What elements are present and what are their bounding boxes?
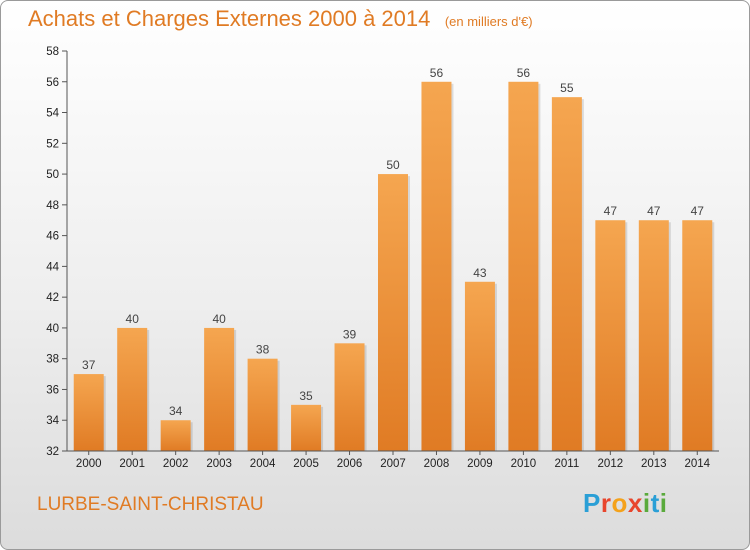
bar-value-label: 43 <box>473 266 487 280</box>
logo-letter: x <box>627 488 643 518</box>
y-tick-label: 32 <box>46 446 59 458</box>
bar-value-label: 47 <box>604 204 618 218</box>
y-tick-label: 50 <box>46 169 59 181</box>
bar-2003 <box>204 327 235 451</box>
x-tick-label: 2013 <box>641 458 667 470</box>
chart-subtitle: (en milliers d'€) <box>444 14 533 29</box>
x-tick-label: 2011 <box>554 458 579 470</box>
x-tick-label: 2004 <box>250 458 276 470</box>
bar-value-label: 47 <box>647 204 661 218</box>
y-tick-label: 52 <box>46 138 59 150</box>
bar-2006 <box>334 343 365 451</box>
y-tick-label: 34 <box>46 415 59 427</box>
y-tick-label: 44 <box>46 261 59 273</box>
bar-value-label: 56 <box>430 66 444 80</box>
y-tick-label: 54 <box>46 108 59 120</box>
x-tick-label: 2012 <box>598 458 624 470</box>
y-tick-label: 56 <box>46 77 59 89</box>
logo-letter: i <box>659 488 668 518</box>
logo-letter: r <box>600 488 612 518</box>
x-tick-label: 2001 <box>119 458 145 470</box>
bar-value-label: 34 <box>169 404 183 418</box>
commune-name: LURBE-SAINT-CHRISTAU <box>37 494 264 515</box>
chart-title: Achats et Charges Externes 2000 à 2014 <box>28 6 431 31</box>
bar-value-label: 37 <box>82 358 96 372</box>
chart-title-block: Achats et Charges Externes 2000 à 2014 (… <box>28 6 533 32</box>
bar-value-label: 39 <box>343 327 357 341</box>
y-tick-label: 46 <box>46 231 59 243</box>
bar-2014 <box>682 220 713 451</box>
bars-group: 37 40 34 40 38 35 39 50 56 43 56 55 47 47 47 <box>73 66 715 452</box>
y-tick-label: 48 <box>46 200 59 212</box>
proxiti-logo: Proxiti <box>583 488 667 519</box>
y-tick-label: 58 <box>46 46 59 58</box>
bar-value-label: 40 <box>126 312 140 326</box>
x-tick-label: 2000 <box>76 458 102 470</box>
bar-2004 <box>247 358 278 451</box>
logo-letter: P <box>583 488 601 518</box>
bar-2002 <box>160 420 191 451</box>
bar-value-label: 56 <box>517 66 531 80</box>
x-tick-label: 2008 <box>424 458 450 470</box>
bar-2001 <box>117 327 148 451</box>
bar-2007 <box>378 174 408 452</box>
bar-value-label: 50 <box>386 158 400 172</box>
x-tick-label: 2007 <box>380 458 406 470</box>
x-tick-label: 2005 <box>293 458 319 470</box>
bar-2010 <box>508 81 539 452</box>
y-tick-label: 38 <box>46 354 59 366</box>
bar-value-label: 35 <box>299 389 313 403</box>
bar-value-label: 55 <box>560 81 574 95</box>
y-tick-label: 36 <box>46 384 59 396</box>
bar-2013 <box>638 220 669 451</box>
logo-letter: o <box>611 488 628 518</box>
bar-2005 <box>291 404 322 451</box>
bar-2011 <box>551 97 582 452</box>
bar-value-label: 40 <box>212 312 226 326</box>
y-tick-label: 40 <box>46 323 59 335</box>
x-tick-label: 2003 <box>206 458 232 470</box>
logo-letter: t <box>650 488 660 518</box>
axes-group: 2000 2001 2002 2003 2004 2005 2006 2007 2008 2009… <box>46 46 719 470</box>
y-tick-label: 42 <box>46 292 59 304</box>
x-tick-label: 2002 <box>163 458 189 470</box>
bar-2000 <box>73 374 104 451</box>
x-tick-label: 2009 <box>467 458 493 470</box>
bar-value-label: 47 <box>691 204 705 218</box>
x-tick-label: 2010 <box>511 458 537 470</box>
x-tick-label: 2014 <box>684 458 710 470</box>
x-tick-label: 2006 <box>337 458 363 470</box>
logo-letter: i <box>642 488 651 518</box>
bar-value-label: 38 <box>256 343 270 357</box>
bar-2008 <box>421 81 452 452</box>
bar-2012 <box>595 220 626 451</box>
bar-2009 <box>464 281 495 451</box>
